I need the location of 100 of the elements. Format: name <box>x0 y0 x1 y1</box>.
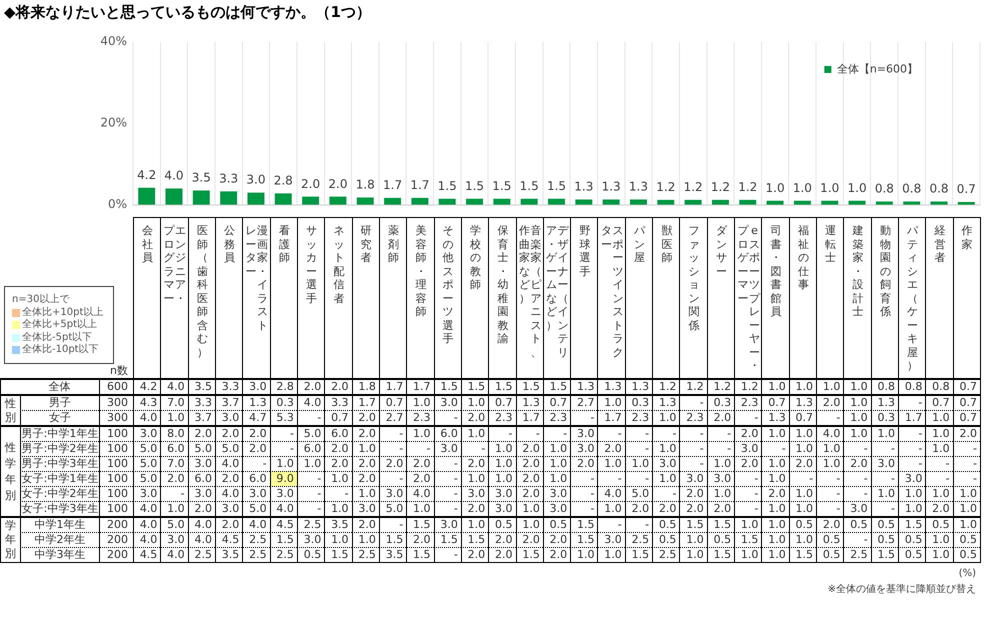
data-label: 1.3 <box>624 378 652 394</box>
data-label: 1.7 <box>383 178 402 192</box>
y-tick-label: 中学1年生 <box>20 516 99 532</box>
data-label: 4.5 <box>270 516 297 532</box>
data-label: 5.0 <box>133 441 160 456</box>
text: - <box>700 396 704 409</box>
data-label: 1.0 <box>296 456 324 471</box>
data-label: 1.5 <box>516 547 543 562</box>
data-label: 1.0 <box>516 516 543 532</box>
text: - <box>590 502 594 515</box>
data-label: 1.0 <box>816 378 844 394</box>
text: - <box>508 427 512 440</box>
data-label: 0.5 <box>898 547 926 562</box>
text: - <box>754 502 758 515</box>
data-label: 1.0 <box>788 501 816 516</box>
data-label: 3.0 <box>679 471 707 486</box>
data-label: 1.0 <box>706 486 734 501</box>
text: - <box>836 502 840 515</box>
data-label: 0.8 <box>902 182 922 196</box>
data-label: 1.3 <box>628 180 648 194</box>
data-label: 1.0 <box>679 547 707 562</box>
text: - <box>891 442 896 455</box>
data-label: 4.0 <box>597 486 625 501</box>
data-label: 1.3 <box>870 394 898 410</box>
data-label: 4.0 <box>160 547 188 562</box>
data-label: 5.0 <box>214 441 242 456</box>
data-label: 1.5 <box>516 378 543 394</box>
data-label: 3.0 <box>652 456 680 471</box>
x-tick-label: パン屋 <box>634 224 646 264</box>
data-label: 1.5 <box>570 532 598 547</box>
data-label: 3.0 <box>378 486 406 501</box>
data-label: 0.5 <box>898 532 926 547</box>
data-label: 2.0 <box>761 486 789 501</box>
data-label: 1.0 <box>734 516 762 532</box>
data-label: 1.0 <box>406 501 434 516</box>
data-label: 3.0 <box>843 501 871 516</box>
data-label: 2.5 <box>843 547 871 562</box>
data-label: 1.2 <box>652 378 680 394</box>
data-label: 0.7 <box>925 394 953 410</box>
data-label: 3.0 <box>214 410 242 425</box>
data-label: 1.0 <box>488 471 516 486</box>
data-label: 0.5 <box>870 532 898 547</box>
text: - <box>262 457 267 470</box>
data-label: 2.3 <box>624 410 652 425</box>
text: - <box>645 427 650 440</box>
data-label: 1.5 <box>438 178 457 193</box>
data-label: 1.5 <box>378 532 406 547</box>
text: - <box>180 487 185 500</box>
data-label: 1.3 <box>788 394 816 410</box>
data-label: 2.0 <box>734 456 762 471</box>
x-tick-label: 建築家・設計士 <box>852 224 864 318</box>
data-label: 1.5 <box>624 547 652 562</box>
text: - <box>864 472 868 485</box>
text: - <box>700 457 704 470</box>
data-label: 2.3 <box>734 394 762 410</box>
text: - <box>864 533 868 546</box>
data-label: 1.0 <box>597 394 625 410</box>
data-label: 1.0 <box>925 441 953 456</box>
data-label: 9.0 <box>270 471 297 486</box>
data-label: 2.0 <box>706 501 734 516</box>
text: - <box>727 442 732 455</box>
data-label: 1.5 <box>406 516 434 532</box>
data-label: 1.0 <box>898 501 926 516</box>
text: - <box>836 472 840 485</box>
text: - <box>454 472 458 485</box>
data-label: 1.0 <box>766 180 785 195</box>
x-tick-label: 学校の教師 <box>470 224 482 292</box>
data-label: 2.3 <box>406 410 434 425</box>
data-label: 0.7 <box>761 394 789 410</box>
data-label: 3.0 <box>898 471 926 486</box>
data-label: 5.0 <box>242 501 270 516</box>
data-label: 4.5 <box>214 532 242 547</box>
text: - <box>727 427 732 440</box>
data-label: 1.5 <box>520 178 539 193</box>
y-tick-label: 男子:中学2年生 <box>20 441 99 456</box>
text: - <box>836 411 840 424</box>
data-label: 1.0 <box>761 378 789 394</box>
data-label: 4.0 <box>164 168 184 183</box>
data-label: 1.2 <box>706 378 734 394</box>
data-label: 1.0 <box>460 394 488 410</box>
data-label: 3.0 <box>734 441 762 456</box>
data-label: 1.8 <box>352 378 379 394</box>
data-label: 1.0 <box>925 486 953 501</box>
text: 性別 <box>4 397 16 424</box>
x-tick-label: 経営者 <box>934 224 946 264</box>
category-label: スポーツインストラクター <box>600 224 624 358</box>
category-label: デザイナー（インテリア・ゲームなど） <box>546 224 569 358</box>
data-label: 2.0 <box>242 441 270 456</box>
data-label: 0.8 <box>925 378 953 394</box>
text: - <box>918 442 922 455</box>
data-label: 1.0 <box>816 441 844 456</box>
text: - <box>672 427 676 440</box>
data-label: 3.0 <box>870 456 898 471</box>
data-label: 4.2 <box>137 168 156 182</box>
data-label: 3.7 <box>214 394 242 410</box>
data-label: 1.5 <box>706 547 734 562</box>
data-label: 1.0 <box>761 547 789 562</box>
text: - <box>891 502 896 515</box>
data-label: 0.7 <box>956 182 976 196</box>
data-label: 1.5 <box>434 378 461 394</box>
